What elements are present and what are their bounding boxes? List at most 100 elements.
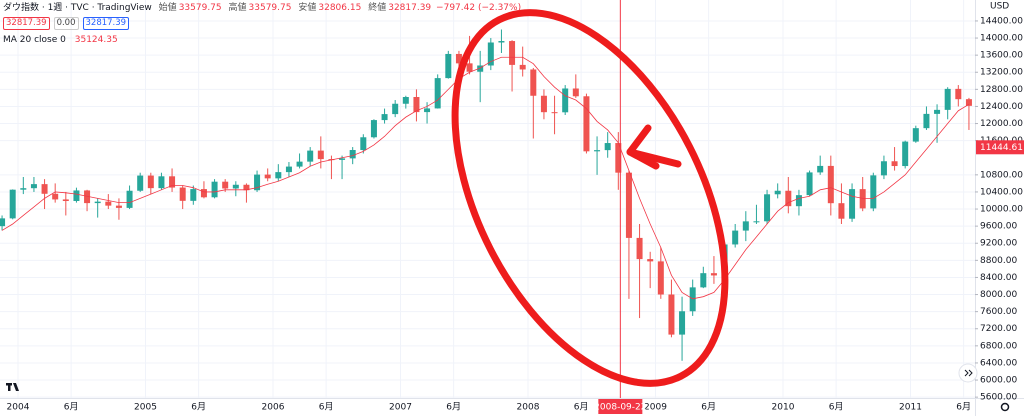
crosshair-price-bg — [976, 140, 1024, 155]
spread: 0.00 — [53, 17, 79, 30]
candle-body — [52, 193, 59, 200]
candle-body — [73, 190, 80, 202]
candle-body — [381, 114, 388, 121]
price-axis-bg — [975, 0, 1024, 398]
candle-body — [827, 165, 834, 204]
candle-body — [20, 188, 27, 190]
y-tick-label: 9600.00 — [980, 222, 1017, 232]
candle-body — [774, 190, 781, 195]
candle-body — [285, 166, 292, 173]
x-tick-label: 6月 — [829, 402, 844, 413]
candle-body — [211, 181, 218, 198]
ohlc-value: 32806.15 — [318, 3, 362, 13]
candle-body — [647, 259, 654, 262]
candle-body — [498, 41, 505, 43]
candle-body — [679, 311, 686, 335]
candle-body — [41, 184, 48, 194]
crosshair-price: 11444.61 — [980, 143, 1023, 153]
settings-button[interactable] — [1000, 402, 1010, 412]
candle-body — [657, 261, 664, 295]
candle-body — [944, 88, 951, 110]
x-tick-label: 2007 — [389, 403, 412, 413]
y-tick-label: 8000.00 — [980, 290, 1017, 300]
candle-body — [817, 165, 824, 173]
candle-body — [222, 181, 229, 189]
ma-value: 35124.35 — [74, 35, 118, 45]
candle-body — [126, 190, 133, 208]
candle-body — [413, 96, 420, 113]
currency-label: USD — [990, 2, 1009, 12]
y-tick-label: 10800.00 — [980, 170, 1023, 180]
candle-body — [243, 184, 250, 191]
candle-body — [339, 158, 346, 160]
x-tick-label: 6月 — [956, 402, 971, 413]
buy-price[interactable]: 32817.39 — [82, 17, 130, 30]
x-tick-label: 6月 — [701, 402, 716, 413]
candle-body — [275, 172, 282, 179]
arrow-head — [626, 124, 660, 170]
ohlc-label: 終値 — [368, 3, 387, 13]
candle-body — [838, 203, 845, 219]
candle-body — [9, 189, 16, 219]
candle-body — [604, 143, 611, 151]
ohlc-value: 33579.75 — [178, 3, 222, 13]
candle-body — [764, 194, 771, 222]
candle-body — [307, 150, 314, 162]
y-tick-label: 5600.00 — [980, 393, 1017, 403]
y-tick-label: 6800.00 — [980, 341, 1017, 351]
time-axis: 2004 6月 2005 6月 2006 6月 2007 6月 2008 6月 2009 6月 2010… — [0, 398, 1024, 416]
symbol-row: ダウ指数 · 1週 · TVC · TradingView 始値 33579.75… — [3, 2, 521, 15]
y-tick-label: 12400.00 — [980, 102, 1023, 112]
candle-body — [487, 42, 494, 66]
ohlc-value: 33579.75 — [248, 3, 292, 13]
y-tick-label: 6400.00 — [980, 358, 1017, 368]
candle-body — [923, 113, 930, 129]
candle-body — [179, 187, 186, 201]
candle-body — [700, 273, 707, 288]
candle-body — [668, 294, 675, 335]
candle-body — [859, 189, 866, 209]
candle-body — [880, 161, 887, 176]
candle-body — [392, 103, 399, 115]
x-tick-label: 6月 — [574, 402, 589, 413]
change: −797.42 (−2.37%) — [436, 3, 522, 13]
y-tick-label: 7600.00 — [980, 307, 1017, 317]
candle-body — [349, 150, 356, 159]
highlight-ellipse — [451, 9, 729, 387]
candle-body — [594, 150, 601, 152]
candle-body — [795, 195, 802, 207]
candle-body — [625, 172, 632, 238]
ma-label: MA 20 close 0 — [3, 35, 66, 45]
ohlc-label: 始値 — [158, 3, 177, 13]
candle-body — [424, 108, 431, 113]
scroll-icon[interactable] — [964, 369, 969, 377]
overlay: 2008-09-22 11444.61 — [594, 140, 1024, 414]
x-tick-label: 2010 — [772, 403, 795, 413]
y-tick-label: 7200.00 — [980, 324, 1017, 334]
candle-body — [753, 221, 760, 223]
x-tick-label: 2011 — [899, 403, 922, 413]
candle-body — [62, 199, 69, 202]
candle-body — [583, 96, 590, 152]
candle-body — [902, 141, 909, 167]
candle-body — [445, 53, 452, 79]
scroll-icon[interactable] — [968, 369, 973, 377]
settings-icon[interactable] — [1000, 402, 1010, 412]
y-tick-label: 12800.00 — [980, 85, 1023, 95]
candle-body — [115, 205, 122, 208]
candle-body — [785, 190, 792, 207]
x-tick-label: 6月 — [64, 402, 79, 413]
sell-price[interactable]: 32817.39 — [3, 17, 50, 30]
x-tick-label: 6月 — [319, 402, 334, 413]
candle-body — [732, 230, 739, 245]
candle-body — [232, 184, 239, 189]
scroll-button[interactable] — [958, 363, 978, 383]
candle-body — [870, 175, 877, 209]
plot — [0, 0, 972, 398]
candle-body — [370, 120, 377, 138]
tv-logo — [6, 383, 19, 391]
y-tick-label: 10000.00 — [980, 205, 1023, 215]
candle-body — [710, 273, 717, 276]
candle-body — [562, 88, 569, 113]
candle-body — [105, 201, 112, 206]
